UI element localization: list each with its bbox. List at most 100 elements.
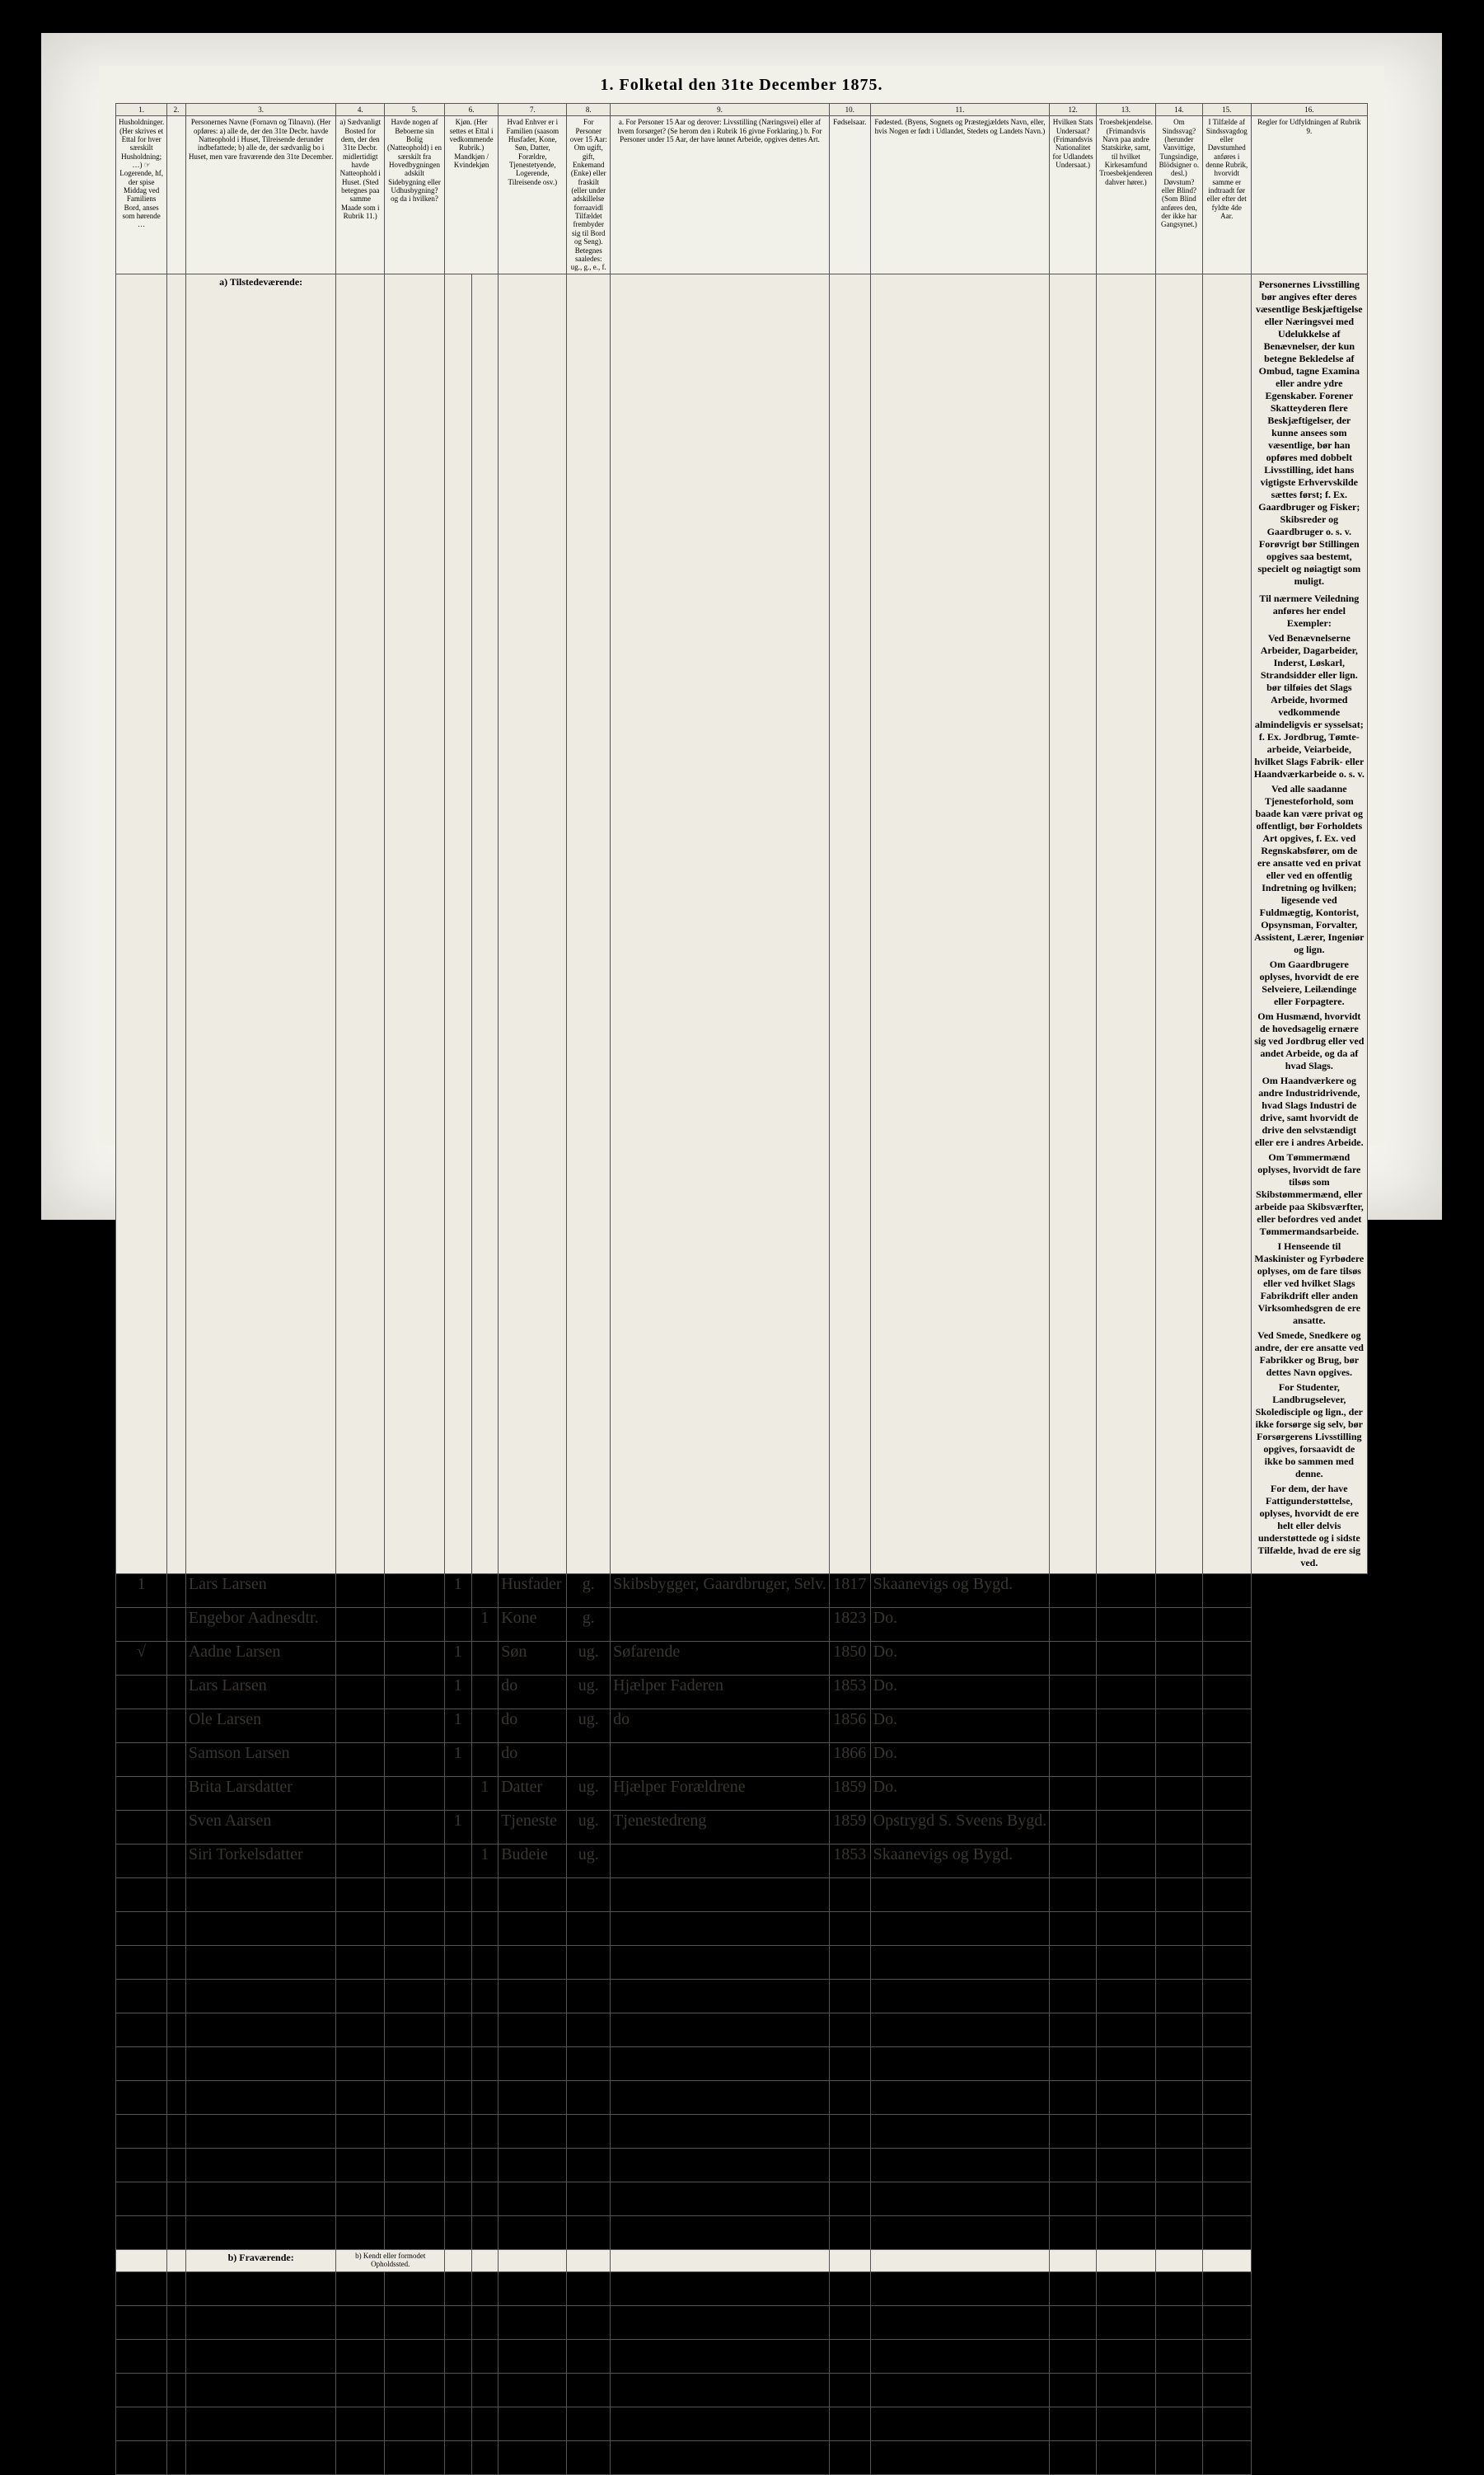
colnum-14: 14. — [1155, 104, 1202, 116]
cell-c15 — [1202, 2080, 1251, 2114]
cell-year — [829, 2114, 870, 2148]
cell-occ: Hjælper Faderen — [611, 1675, 830, 1709]
cell-stat — [567, 1877, 611, 1911]
cell-c14 — [1155, 2182, 1202, 2215]
section-a-label: a) Tilstedeværende: — [185, 274, 336, 1573]
table-row: 16 — [116, 2080, 1368, 2114]
colnum-4: 4. — [336, 104, 385, 116]
cell-occ — [611, 2407, 830, 2440]
table-row: 12 — [116, 1945, 1368, 1979]
cell-c13 — [1096, 1709, 1155, 1742]
cell-rel — [499, 2271, 567, 2305]
cell-c13 — [1096, 2148, 1155, 2182]
cell-sexF: 1 — [471, 1776, 499, 1810]
cell-name — [185, 1979, 336, 2013]
cell-sexF — [471, 2373, 499, 2407]
cell-rel — [499, 2339, 567, 2373]
cell-place: Do. — [870, 1641, 1050, 1675]
colnum-5: 5. — [385, 104, 445, 116]
cell-c15 — [1202, 1675, 1251, 1709]
cell-name — [185, 1877, 336, 1911]
cell-year: 1866 — [829, 1742, 870, 1776]
cell-rel — [499, 1979, 567, 2013]
cell-hh — [116, 2373, 167, 2407]
cell-c13 — [1096, 2339, 1155, 2373]
cell-name — [185, 2080, 336, 2114]
cell-c4 — [336, 2046, 385, 2080]
cell-sexM — [445, 1776, 472, 1810]
cell-rownum: 19 — [167, 2182, 186, 2215]
cell-c15 — [1202, 1844, 1251, 1877]
cell-hh — [116, 2407, 167, 2440]
table-row: 11Lars Larsen1Husfaderg.Skibsbygger, Gaa… — [116, 1573, 1368, 1607]
cell-c12 — [1050, 1709, 1097, 1742]
cell-c13 — [1096, 2046, 1155, 2080]
cell-sexM: 1 — [445, 1675, 472, 1709]
hdr-2 — [167, 116, 186, 274]
cell-c12 — [1050, 2013, 1097, 2046]
cell-c15 — [1202, 1945, 1251, 1979]
scan-frame: 1. Folketal den 31te December 1875. 1. 2… — [41, 33, 1442, 1220]
cell-sexF — [471, 2114, 499, 2148]
cell-sexF — [471, 1810, 499, 1844]
cell-name — [185, 2046, 336, 2080]
cell-c14 — [1155, 1641, 1202, 1675]
cell-hh — [116, 1776, 167, 1810]
cell-stat: ug. — [567, 1675, 611, 1709]
cell-rownum: 2 — [167, 1607, 186, 1641]
table-row: 2 — [116, 2305, 1368, 2339]
cell-sexF — [471, 2407, 499, 2440]
cell-c14 — [1155, 1911, 1202, 1945]
hdr-16: Regler for Udfyldningen af Rubrik 9. — [1251, 116, 1367, 274]
cell-place: Do. — [870, 1776, 1050, 1810]
hdr-3: Personernes Navne (Fornavn og Tilnavn). … — [185, 116, 336, 274]
cell-rownum: 18 — [167, 2148, 186, 2182]
cell-rownum: 8 — [167, 1810, 186, 1844]
cell-sexM — [445, 2182, 472, 2215]
cell-place: Opstrygd S. Sveens Bygd. — [870, 1810, 1050, 1844]
cell-c15 — [1202, 1742, 1251, 1776]
cell-year — [829, 2148, 870, 2182]
rules-p6: Om Husmænd, hvorvidt de hovedsagelig ern… — [1254, 1010, 1365, 1072]
cell-sexF — [471, 2046, 499, 2080]
cell-sexF — [471, 1709, 499, 1742]
cell-c4 — [336, 1776, 385, 1810]
table-row: 10 — [116, 1877, 1368, 1911]
cell-c5 — [385, 2339, 445, 2373]
cell-rel: Tjeneste — [499, 1810, 567, 1844]
cell-c4 — [336, 2339, 385, 2373]
cell-c5 — [385, 2305, 445, 2339]
cell-stat — [567, 2373, 611, 2407]
cell-sexM — [445, 1979, 472, 2013]
cell-c14 — [1155, 1979, 1202, 2013]
cell-c13 — [1096, 2305, 1155, 2339]
cell-c14 — [1155, 1844, 1202, 1877]
cell-c15 — [1202, 1709, 1251, 1742]
cell-c5 — [385, 1675, 445, 1709]
cell-c13 — [1096, 1877, 1155, 1911]
cell-hh — [116, 1844, 167, 1877]
cell-c14 — [1155, 1945, 1202, 1979]
cell-year: 1856 — [829, 1709, 870, 1742]
header-row: Husholdninger. (Her skrives et Ettal for… — [116, 116, 1368, 274]
hdr-9: a. For Personer 15 Aar og derover: Livss… — [611, 116, 830, 274]
cell-c5 — [385, 1844, 445, 1877]
cell-year — [829, 1911, 870, 1945]
cell-c4 — [336, 2114, 385, 2148]
cell-c14 — [1155, 1709, 1202, 1742]
cell-rownum: 1 — [167, 1573, 186, 1607]
cell-c13 — [1096, 1641, 1155, 1675]
cell-sexM — [445, 2013, 472, 2046]
cell-place — [870, 1979, 1050, 2013]
cell-c15 — [1202, 1979, 1251, 2013]
cell-year — [829, 1945, 870, 1979]
cell-rel — [499, 2114, 567, 2148]
cell-occ — [611, 2373, 830, 2407]
cell-c14 — [1155, 2215, 1202, 2249]
cell-c4 — [336, 1911, 385, 1945]
section-a-head: a) Tilstedeværende: Personernes Livsstil… — [116, 274, 1368, 1573]
cell-c4 — [336, 1844, 385, 1877]
cell-c12 — [1050, 1607, 1097, 1641]
rules-p10: Ved Smede, Snedkere og andre, der ere an… — [1254, 1329, 1365, 1379]
cell-place — [870, 2046, 1050, 2080]
